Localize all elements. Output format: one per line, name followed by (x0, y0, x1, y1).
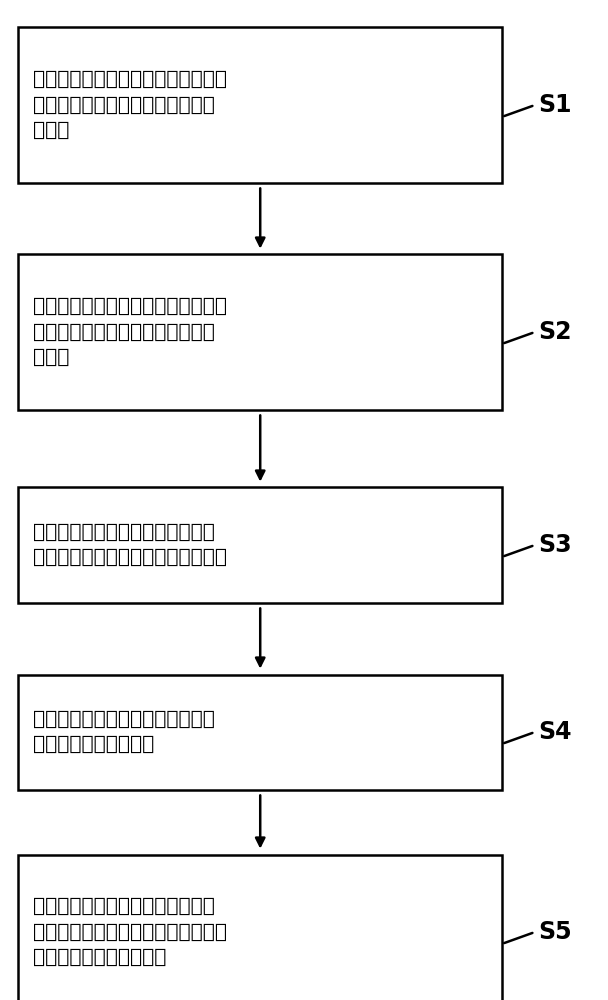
Text: S4: S4 (538, 720, 572, 744)
Text: S5: S5 (538, 920, 572, 944)
Text: S2: S2 (538, 320, 572, 344)
Bar (18, 854, 502, 1000)
Bar (18, 27, 502, 182)
Bar (18, 254, 502, 410)
Text: 在管理平台导入第二计量器具信息，
制发计量器具内部检定或校准电子
证书；: 在管理平台导入第二计量器具信息， 制发计量器具内部检定或校准电子 证书； (33, 297, 227, 367)
Bar (18, 674, 502, 790)
Text: S3: S3 (538, 533, 572, 557)
Text: 管理平台动态记录计量器具状态，
实现全生命周期管控；: 管理平台动态记录计量器具状态， 实现全生命周期管控； (33, 710, 215, 754)
Text: 各层级可在管理平台上实时查询电
子证书，并可下载和打印电子证书；: 各层级可在管理平台上实时查询电 子证书，并可下载和打印电子证书； (33, 523, 227, 567)
Text: 管理平台建立电子信息档案，具备
数据分析及有效期预警、报警功能，
防范电子证书过期风险。: 管理平台建立电子信息档案，具备 数据分析及有效期预警、报警功能， 防范电子证书过… (33, 897, 227, 967)
Text: 在管理平台导入第一计量器具信息，
上传存档计量器具外部检定证书扫
描件；: 在管理平台导入第一计量器具信息， 上传存档计量器具外部检定证书扫 描件； (33, 70, 227, 140)
Text: S1: S1 (538, 93, 572, 117)
Bar (18, 488, 502, 602)
